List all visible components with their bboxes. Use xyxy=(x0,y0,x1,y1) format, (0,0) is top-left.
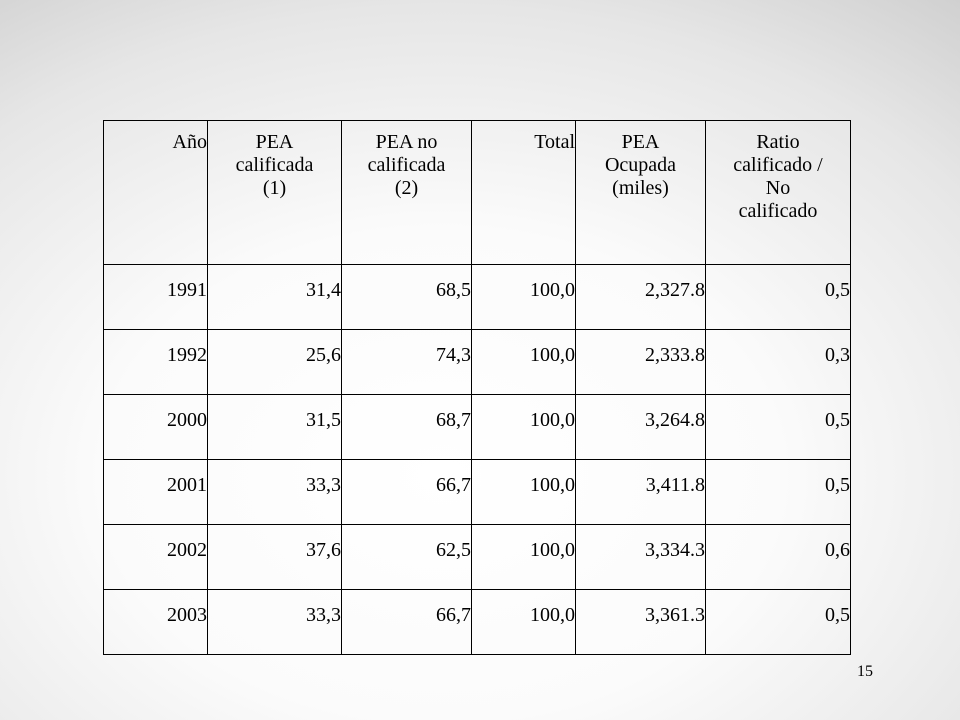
cell-text: 100,0 xyxy=(530,604,575,626)
cell-text: 0,5 xyxy=(825,409,850,431)
cell-text: 0,5 xyxy=(825,279,850,301)
cell-pea-calificada: 31,5 xyxy=(207,394,342,460)
cell-text: 2,327.8 xyxy=(645,279,705,301)
header-ratio: Ratio calificado / No calificado xyxy=(705,120,851,265)
cell-text: 2003 xyxy=(167,604,207,626)
header-pea-ocupada-label: PEA Ocupada (miles) xyxy=(604,131,677,199)
cell-text: 33,3 xyxy=(306,474,341,496)
cell-pea-calificada: 33,3 xyxy=(207,589,342,655)
header-pea-calificada: PEA calificada (1) xyxy=(207,120,342,265)
cell-pea-no-calificada: 74,3 xyxy=(341,329,472,395)
cell-text: 100,0 xyxy=(530,409,575,431)
header-total-label: Total xyxy=(534,131,575,153)
cell-ratio: 0,5 xyxy=(705,394,851,460)
cell-ratio: 0,5 xyxy=(705,459,851,525)
cell-pea-no-calificada: 68,7 xyxy=(341,394,472,460)
cell-text: 62,5 xyxy=(436,539,471,561)
cell-text: 2,333.8 xyxy=(645,344,705,366)
header-ratio-label: Ratio calificado / No calificado xyxy=(733,131,823,222)
cell-text: 3,411.8 xyxy=(645,474,705,496)
header-pea-no-calificada-label: PEA no calificada (2) xyxy=(367,131,446,199)
cell-pea-calificada: 33,3 xyxy=(207,459,342,525)
cell-pea-no-calificada: 68,5 xyxy=(341,264,472,330)
cell-year: 2001 xyxy=(103,459,208,525)
cell-text: 37,6 xyxy=(306,539,341,561)
cell-ratio: 0,3 xyxy=(705,329,851,395)
cell-ratio: 0,5 xyxy=(705,589,851,655)
cell-text: 1991 xyxy=(167,279,207,301)
cell-ratio: 0,6 xyxy=(705,524,851,590)
cell-text: 66,7 xyxy=(436,474,471,496)
header-year-label: Año xyxy=(172,131,207,153)
cell-text: 74,3 xyxy=(436,344,471,366)
cell-pea-calificada: 37,6 xyxy=(207,524,342,590)
cell-text: 33,3 xyxy=(306,604,341,626)
cell-pea-calificada: 25,6 xyxy=(207,329,342,395)
cell-text: 0,3 xyxy=(825,344,850,366)
cell-text: 2001 xyxy=(167,474,207,496)
cell-text: 1992 xyxy=(167,344,207,366)
table-row: 2002 37,6 62,5 100,0 3,334.3 0,6 xyxy=(103,524,851,590)
header-total: Total xyxy=(471,120,576,265)
cell-text: 2002 xyxy=(167,539,207,561)
cell-pea-ocupada: 2,333.8 xyxy=(575,329,706,395)
cell-text: 100,0 xyxy=(530,344,575,366)
cell-text: 3,334.3 xyxy=(645,539,705,561)
page-number: 15 xyxy=(857,663,873,680)
cell-pea-no-calificada: 66,7 xyxy=(341,589,472,655)
data-table: Año PEA calificada (1) PEA no calificada… xyxy=(103,120,851,655)
cell-pea-no-calificada: 66,7 xyxy=(341,459,472,525)
cell-pea-calificada: 31,4 xyxy=(207,264,342,330)
cell-text: 66,7 xyxy=(436,604,471,626)
cell-text: 25,6 xyxy=(306,344,341,366)
header-pea-ocupada: PEA Ocupada (miles) xyxy=(575,120,706,265)
cell-text: 0,5 xyxy=(825,604,850,626)
cell-text: 68,5 xyxy=(436,279,471,301)
cell-total: 100,0 xyxy=(471,264,576,330)
cell-pea-ocupada: 3,411.8 xyxy=(575,459,706,525)
cell-year: 1992 xyxy=(103,329,208,395)
cell-ratio: 0,5 xyxy=(705,264,851,330)
cell-text: 2000 xyxy=(167,409,207,431)
cell-text: 100,0 xyxy=(530,279,575,301)
cell-total: 100,0 xyxy=(471,394,576,460)
cell-year: 2003 xyxy=(103,589,208,655)
table-header-row: Año PEA calificada (1) PEA no calificada… xyxy=(103,120,851,265)
cell-total: 100,0 xyxy=(471,589,576,655)
cell-text: 3,361.3 xyxy=(645,604,705,626)
cell-pea-ocupada: 3,361.3 xyxy=(575,589,706,655)
cell-text: 3,264.8 xyxy=(645,409,705,431)
cell-total: 100,0 xyxy=(471,329,576,395)
header-pea-no-calificada: PEA no calificada (2) xyxy=(341,120,472,265)
cell-year: 2002 xyxy=(103,524,208,590)
cell-pea-ocupada: 3,334.3 xyxy=(575,524,706,590)
cell-year: 2000 xyxy=(103,394,208,460)
cell-total: 100,0 xyxy=(471,459,576,525)
table-row: 2001 33,3 66,7 100,0 3,411.8 0,5 xyxy=(103,459,851,525)
header-year: Año xyxy=(103,120,208,265)
cell-total: 100,0 xyxy=(471,524,576,590)
cell-pea-ocupada: 2,327.8 xyxy=(575,264,706,330)
cell-text: 31,5 xyxy=(306,409,341,431)
cell-text: 0,5 xyxy=(825,474,850,496)
cell-pea-ocupada: 3,264.8 xyxy=(575,394,706,460)
cell-pea-no-calificada: 62,5 xyxy=(341,524,472,590)
cell-year: 1991 xyxy=(103,264,208,330)
table-row: 2000 31,5 68,7 100,0 3,264.8 0,5 xyxy=(103,394,851,460)
cell-text: 100,0 xyxy=(530,539,575,561)
header-pea-calificada-label: PEA calificada (1) xyxy=(235,131,314,199)
table-row: 2003 33,3 66,7 100,0 3,361.3 0,5 xyxy=(103,589,851,655)
table-row: 1992 25,6 74,3 100,0 2,333.8 0,3 xyxy=(103,329,851,395)
cell-text: 68,7 xyxy=(436,409,471,431)
cell-text: 100,0 xyxy=(530,474,575,496)
table-row: 1991 31,4 68,5 100,0 2,327.8 0,5 xyxy=(103,264,851,330)
cell-text: 0,6 xyxy=(825,539,850,561)
cell-text: 31,4 xyxy=(306,279,341,301)
